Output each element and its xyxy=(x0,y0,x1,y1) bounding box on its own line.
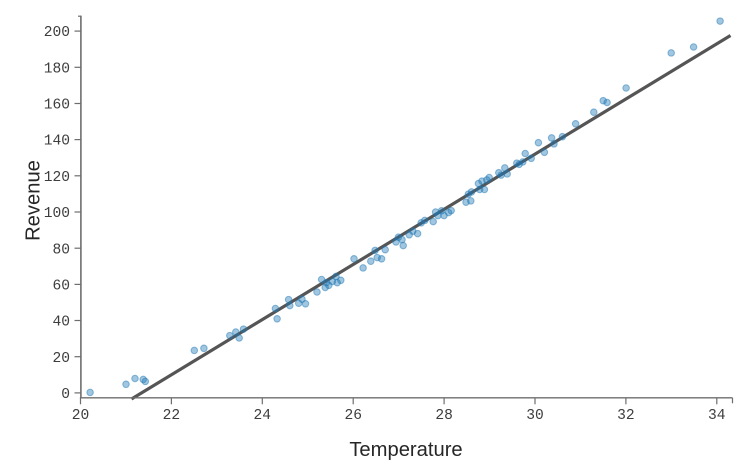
svg-text:100: 100 xyxy=(44,206,70,222)
svg-text:40: 40 xyxy=(52,315,70,331)
svg-text:34: 34 xyxy=(708,408,726,424)
svg-text:26: 26 xyxy=(344,408,362,424)
svg-text:80: 80 xyxy=(52,242,70,258)
svg-text:Revenue: Revenue xyxy=(23,160,45,241)
svg-text:60: 60 xyxy=(52,279,70,295)
svg-text:28: 28 xyxy=(435,408,453,424)
svg-text:180: 180 xyxy=(44,61,70,77)
svg-text:30: 30 xyxy=(526,408,544,424)
svg-text:200: 200 xyxy=(44,25,70,41)
svg-text:120: 120 xyxy=(44,170,70,186)
svg-text:20: 20 xyxy=(72,408,90,424)
svg-text:32: 32 xyxy=(617,408,635,424)
svg-text:24: 24 xyxy=(254,408,272,424)
svg-text:20: 20 xyxy=(52,351,70,367)
svg-text:160: 160 xyxy=(44,98,70,114)
svg-text:0: 0 xyxy=(61,387,70,403)
svg-text:140: 140 xyxy=(44,134,70,150)
svg-text:Temperature: Temperature xyxy=(349,439,462,461)
svg-text:22: 22 xyxy=(163,408,181,424)
